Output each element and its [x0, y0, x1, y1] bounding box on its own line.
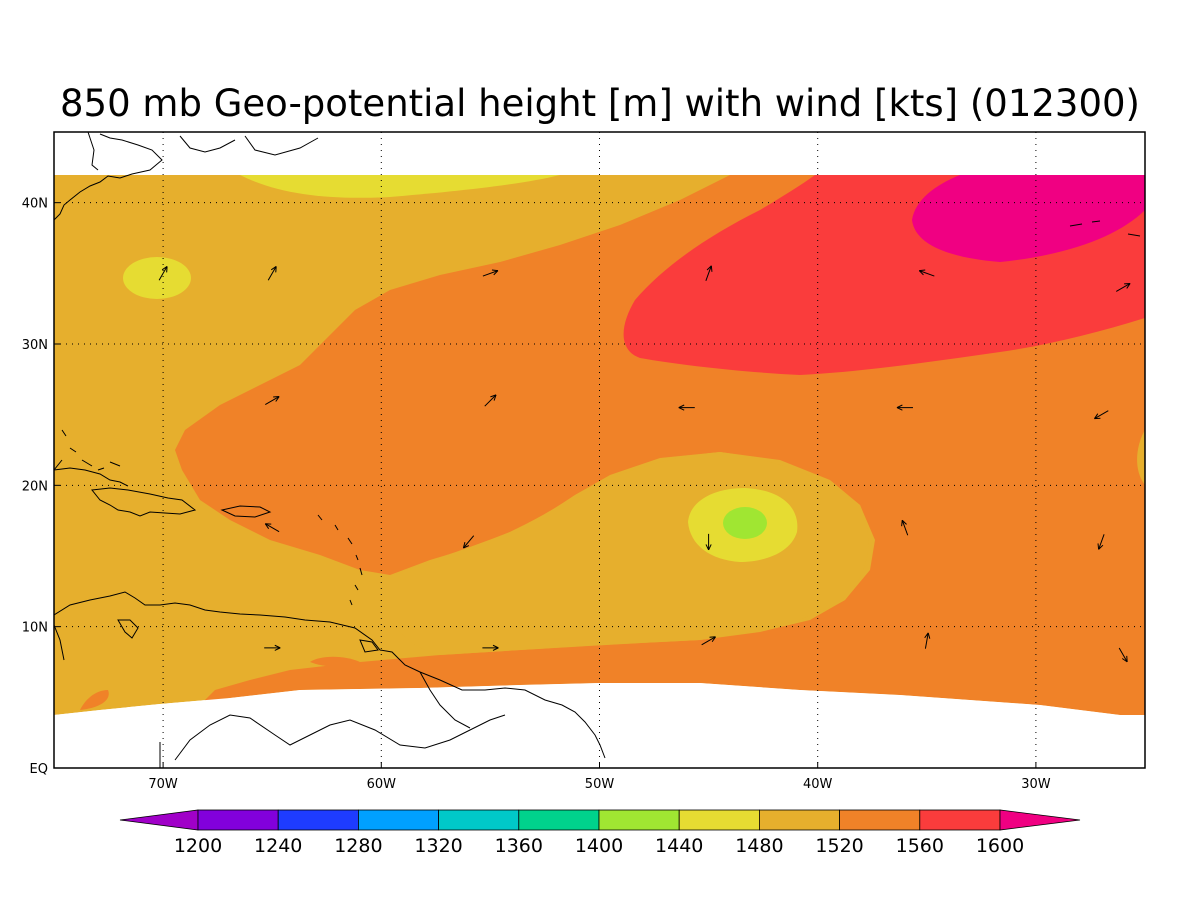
colorbar-label: 1400 — [575, 835, 623, 857]
y-tick-label: 30N — [22, 338, 48, 353]
y-tick-label: EQ — [30, 762, 48, 777]
colorbar-label: 1600 — [976, 835, 1024, 857]
contour-band-1640-plus — [912, 175, 1145, 262]
latitude-axis: EQ 10N 20N 30N 40N — [22, 197, 60, 777]
coastline-cuba — [54, 459, 129, 487]
wind-arrow — [1116, 282, 1131, 292]
colorbar-label: 1240 — [254, 835, 302, 857]
coastlines — [54, 132, 1141, 768]
x-tick-label: 30W — [1021, 777, 1051, 792]
colorbar-segment — [839, 809, 921, 831]
wind-arrow — [701, 636, 716, 646]
wind-vectors — [158, 265, 1131, 663]
x-tick-label: 50W — [585, 777, 615, 792]
coastline-trinidad — [359, 639, 379, 653]
wind-arrow — [924, 632, 931, 649]
x-tick-label: 40W — [803, 777, 833, 792]
contour-band-1440-1480-cell — [723, 507, 767, 539]
coastline-hispaniola — [91, 487, 197, 517]
colorbar-label: 1280 — [334, 835, 382, 857]
wind-arrow — [264, 644, 281, 651]
colorbar-label: 1440 — [655, 835, 703, 857]
colorbar-label: 1320 — [414, 835, 462, 857]
wind-arrow — [901, 519, 909, 536]
wind-arrow — [267, 265, 277, 281]
wind-arrow — [482, 644, 499, 651]
colorbar-label: 1520 — [815, 835, 863, 857]
coastline-puerto-rico — [220, 505, 272, 518]
colorbar-segment — [277, 809, 359, 831]
colorbar-segment — [919, 809, 1001, 831]
wind-arrow — [265, 396, 280, 405]
coastline-lake-maracaibo — [117, 619, 139, 639]
contour-band-1480-1520-west-cell — [123, 257, 191, 299]
colorbar: 1200 1240 1280 1320 1360 1400 1440 1480 1520 1560… — [119, 809, 1081, 857]
colorbar-low-triangle — [119, 809, 199, 831]
wind-arrow — [158, 265, 168, 281]
colorbar-label: 1200 — [174, 835, 222, 857]
coastline-north-america — [54, 132, 319, 221]
coastline-south-america — [54, 591, 606, 768]
wind-arrow — [484, 394, 497, 407]
map-gridlines — [54, 132, 1145, 768]
coastline-bahamas — [61, 429, 121, 471]
coastline-azores — [1069, 220, 1141, 237]
colorbar-label: 1360 — [495, 835, 543, 857]
y-tick-label: 10N — [22, 621, 48, 636]
wind-arrow — [705, 265, 713, 282]
wind-arrow — [918, 269, 935, 277]
wind-arrow — [482, 269, 499, 277]
height-contour-fills — [54, 175, 1145, 715]
wind-arrow — [678, 404, 695, 411]
contour-band-east-edge — [1137, 430, 1145, 485]
colorbar-high-triangle — [999, 809, 1081, 831]
wind-arrow — [1094, 410, 1109, 420]
x-tick-label: 60W — [367, 777, 397, 792]
map-title: 850 mb Geo-potential height [m] with win… — [60, 82, 1140, 125]
contour-band-1480-1520-north — [240, 175, 560, 198]
colorbar-segment — [438, 809, 520, 831]
colorbar-segment — [759, 809, 841, 831]
longitude-axis: 70W 60W 50W 40W 30W — [148, 762, 1051, 792]
wind-arrow — [896, 404, 913, 411]
colorbar-segment — [678, 809, 760, 831]
wind-arrow — [1097, 534, 1105, 550]
colorbar-label: 1480 — [735, 835, 783, 857]
coastline-lesser-antilles — [317, 514, 363, 606]
colorbar-segment — [197, 809, 279, 831]
wind-arrow — [705, 533, 712, 551]
no-data-mask — [54, 132, 1145, 768]
colorbar-segment — [598, 809, 680, 831]
y-tick-label: 40N — [22, 197, 48, 212]
wind-arrow — [1118, 647, 1128, 663]
y-tick-label: 20N — [22, 479, 48, 494]
wind-arrow — [264, 523, 280, 533]
colorbar-label: 1560 — [896, 835, 944, 857]
colorbar-segment — [518, 809, 600, 831]
contour-band-southwest-bits — [80, 656, 360, 710]
map-plot-area — [54, 132, 1145, 768]
colorbar-segment — [357, 809, 439, 831]
x-tick-label: 70W — [148, 777, 178, 792]
wind-arrow — [462, 535, 475, 549]
